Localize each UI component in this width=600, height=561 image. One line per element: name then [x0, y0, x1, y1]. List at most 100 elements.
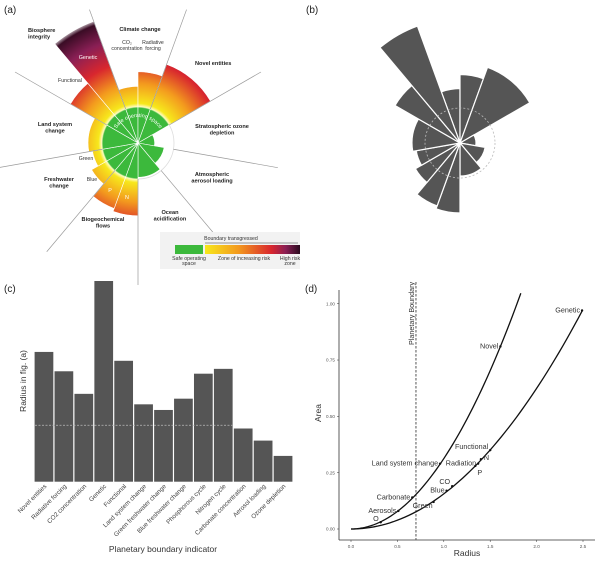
c-bars: [34, 281, 293, 482]
label-biosphere: Biosphere integrity: [28, 28, 55, 41]
c-bar-functional: [114, 360, 134, 482]
c-bar-land-system-change: [134, 404, 153, 482]
label-radiative: Radiative forcing: [142, 40, 164, 52]
label-co2: CO₂ concentration: [111, 40, 142, 52]
d-curve-2: [350, 310, 583, 530]
d-point-green: [432, 500, 435, 504]
d-point-label: N: [484, 453, 489, 462]
d-point-label: Green: [413, 501, 433, 510]
a-sector-divider: [169, 71, 262, 126]
c-bar-carbonate-concentration: [233, 428, 253, 482]
c-bar-ozone-depletion: [273, 455, 293, 482]
label-n: N: [125, 195, 129, 201]
panel-a: (a) Safe operating space Biosphere integr…: [0, 5, 300, 285]
d-point-label: Land system change: [372, 459, 438, 468]
d-xtick-label: 1.5: [487, 544, 494, 549]
d-ytick-label: 1.00: [326, 301, 335, 306]
c-xlabel: Planetary boundary indicator: [109, 544, 217, 554]
a-sector-divider: [149, 9, 187, 110]
panel-c-tag: (c): [4, 284, 16, 295]
d-curves: Planetary Boundary: [350, 281, 583, 540]
d-ytick-label: 0.25: [326, 470, 335, 475]
d-ytick-label: 0.75: [326, 358, 335, 363]
panel-d: (d) 0.0 0.5 1.0 1.5 2.0 2.5 0.00 0.25 0.50 0.75 1.…: [305, 281, 595, 558]
label-biogeo: Biogeochemical flows: [82, 217, 125, 230]
d-xtick-label: 2.0: [533, 544, 540, 549]
b-boundary-circle: [424, 107, 496, 179]
a-sector-lines: [0, 9, 278, 285]
d-point-label: Blue: [430, 486, 444, 495]
d-xlabel: Radius: [454, 548, 480, 558]
d-point-carbonate: [411, 496, 414, 499]
d-points: Novel Land system change Carbonate Aerosols…: [368, 305, 584, 524]
panel-d-tag: (d): [305, 284, 317, 295]
d-curve-1: [350, 292, 522, 530]
c-xtick-label: CO2 concentration: [46, 483, 88, 525]
c-bar-nitrogen-cycle: [213, 368, 233, 482]
d-ytick-label: 0.50: [326, 414, 335, 419]
d-xtick-label: 1.0: [441, 544, 448, 549]
legend-safe-swatch: [175, 245, 203, 254]
label-ocean: Ocean acidification: [154, 210, 187, 223]
label-aerosol: Atmospheric aerosol loading: [191, 172, 233, 185]
c-xtick-label: Radiative forcing: [30, 483, 68, 521]
legend-increasing: Zone of increasing risk: [218, 256, 271, 262]
legend-safe: Safe operating space: [172, 256, 206, 267]
label-ozone: Stratospheric ozone depletion: [195, 124, 249, 137]
d-point-label: Carbonate: [377, 492, 411, 501]
d-point-label: O: [373, 514, 379, 523]
label-climate: Climate change: [119, 27, 160, 33]
d-point-label: Genetic: [555, 305, 580, 314]
d-point-co: [450, 484, 454, 488]
d-point-land-system-change: [438, 462, 442, 465]
legend-high: High risk zone: [280, 256, 301, 267]
b-wedge-phosphorous-cycle: [416, 142, 461, 207]
b-wedge-novel-entities: [458, 66, 531, 145]
c-ylabel: Radius in fig. (a): [18, 350, 28, 412]
d-planetary-boundary-label: Planetary Boundary: [407, 281, 416, 345]
label-p: P: [108, 188, 112, 194]
c-bar-radiative-forcing: [54, 371, 74, 482]
d-ticks: 0.0 0.5 1.0 1.5 2.0 2.5 0.00 0.25 0.50 0.75 1.00: [326, 301, 587, 549]
d-point-functional: [489, 448, 492, 452]
c-bar-genetic: [94, 281, 114, 482]
a-sector-divider: [173, 148, 278, 169]
d-point-blue: [445, 489, 448, 492]
d-point-label: Functional: [455, 442, 489, 451]
d-point-label: Aerosols: [368, 506, 396, 515]
d-point-novel: [499, 345, 502, 348]
d-point-label: CO: [439, 477, 450, 486]
a-sector-divider: [0, 148, 103, 168]
a-sector-divider: [46, 170, 116, 253]
d-xtick-label: 0.0: [348, 544, 355, 549]
d-point-label: Radiation: [446, 459, 476, 468]
a-sector-divider: [89, 9, 127, 110]
panel-a-tag: (a): [4, 5, 16, 16]
legend-transgressed: Boundary transgressed: [204, 236, 258, 242]
d-point-label: P: [477, 468, 482, 477]
panel-b: (b): [306, 5, 531, 214]
b-wedge-genetic: [379, 25, 461, 144]
d-point-p: [474, 464, 477, 468]
label-novel: Novel entities: [195, 61, 231, 67]
label-functional: Functional: [58, 78, 82, 84]
c-bar-novel-entities: [34, 351, 54, 482]
label-genetic: Genetic: [79, 55, 98, 61]
d-xtick-label: 0.5: [394, 544, 401, 549]
c-xtick-label: Ozone depletion: [250, 483, 288, 521]
label-land: Land system change: [38, 122, 72, 135]
c-bar-green-freshwater-change: [154, 409, 173, 482]
d-point-radiation: [476, 462, 480, 465]
risk-legend: Boundary transgressed Safe operating spac…: [160, 232, 300, 269]
d-point-genetic: [580, 309, 584, 312]
a-sector-divider: [14, 71, 107, 126]
c-bar-aerosol-loading: [253, 440, 273, 482]
b-wedges: [379, 25, 531, 214]
label-green: Green: [79, 156, 94, 162]
d-ytick-label: 0.00: [326, 527, 335, 532]
b-wedge-blue-freshwater-change: [414, 142, 461, 184]
panel-b-tag: (b): [306, 5, 318, 16]
c-bar-co2-concentration: [74, 393, 94, 482]
